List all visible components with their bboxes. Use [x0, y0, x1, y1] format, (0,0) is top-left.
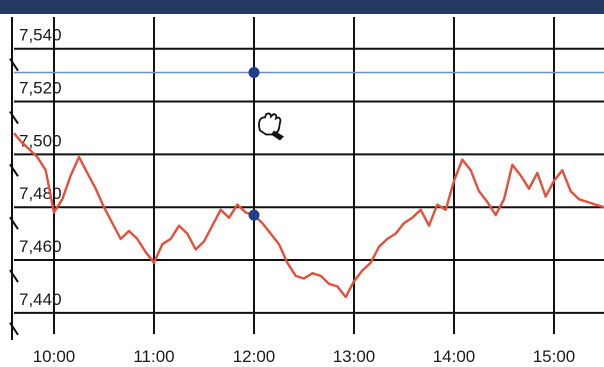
y-tick-label: 7,480 [19, 184, 62, 203]
crosshair-marker[interactable] [248, 66, 260, 78]
plot-area [14, 17, 604, 334]
x-tick-label: 10:00 [33, 347, 76, 366]
y-tick-label: 7,520 [19, 79, 62, 98]
y-tick-mark [9, 58, 19, 72]
x-tick-label: 11:00 [133, 347, 174, 366]
y-tick-label: 7,540 [19, 26, 62, 45]
y-tick-mark [9, 163, 19, 177]
y-tick-mark [9, 216, 19, 230]
y-tick-label: 7,460 [19, 237, 62, 256]
chart-header-bar [0, 0, 604, 14]
y-tick-mark [9, 269, 19, 283]
y-tick-mark [9, 110, 19, 125]
series-value-marker[interactable] [248, 209, 260, 221]
x-tick-label: 14:00 [433, 347, 476, 366]
y-tick-mark [9, 322, 19, 336]
x-tick-label: 15:00 [533, 347, 576, 366]
x-tick-label: 12:00 [233, 347, 276, 366]
y-tick-label: 7,440 [19, 290, 62, 309]
series-line [13, 132, 604, 299]
y-tick-label: 7,500 [19, 131, 62, 150]
hand-cursor-icon [258, 112, 284, 141]
x-tick-label: 13:00 [333, 347, 376, 366]
